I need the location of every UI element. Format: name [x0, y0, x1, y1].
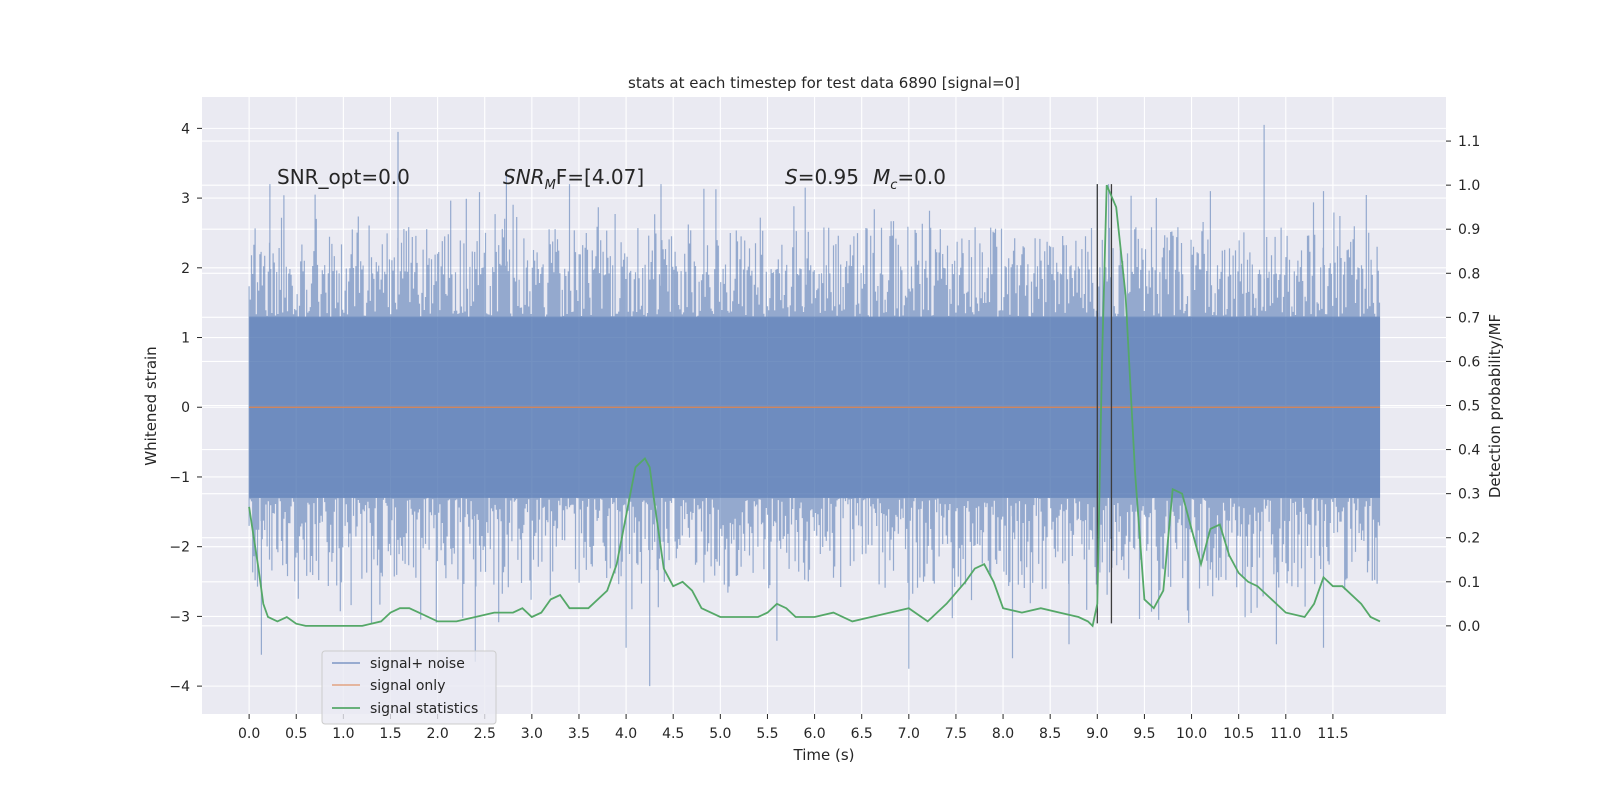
x-tick-label: 0.0 — [238, 726, 260, 742]
y-right-tick-label: 0.7 — [1458, 310, 1480, 326]
x-axis-ticks: 0.0 0.5 1.0 1.5 2.0 2.5 3.0 3.5 4.0 4.5 5.0 5.5 6.0 6… — [238, 714, 1348, 742]
x-tick-label: 9.0 — [1086, 726, 1108, 742]
x-tick-label: 3.5 — [568, 726, 590, 742]
x-tick-label: 10.0 — [1176, 726, 1207, 742]
y-left-tick-label: −3 — [169, 609, 190, 625]
y-axis-right-ticks: 1.1 1.0 0.9 0.8 0.7 0.6 0.5 0.4 0.3 0.2 0.1 0.0 — [1446, 134, 1480, 635]
x-tick-label: 1.0 — [332, 726, 354, 742]
y-left-tick-label: 1 — [181, 331, 190, 347]
y-right-tick-label: 1.0 — [1458, 178, 1480, 194]
mc-sub: c — [890, 178, 897, 193]
s-label: S — [785, 165, 798, 189]
annotation-s-mc: S=0.95 Mc=0.0 — [785, 165, 946, 193]
x-tick-label: 5.5 — [756, 726, 778, 742]
mc-label: M — [873, 165, 890, 189]
y-left-tick-label: 2 — [181, 261, 190, 277]
y-left-tick-label: 4 — [181, 121, 190, 137]
x-tick-label: 2.5 — [474, 726, 496, 742]
y-axis-right-label: Detection probability/MF — [1486, 314, 1504, 498]
y-right-tick-label: 0.2 — [1458, 531, 1480, 547]
x-tick-label: 0.5 — [285, 726, 307, 742]
y-right-tick-label: 0.1 — [1458, 575, 1480, 591]
signal-statistics-series — [248, 184, 1381, 628]
s-value: =0.95 — [798, 165, 859, 189]
x-tick-label: 4.0 — [615, 726, 637, 742]
x-tick-label: 8.0 — [992, 726, 1014, 742]
x-tick-label: 11.0 — [1270, 726, 1301, 742]
y-left-tick-label: −4 — [169, 679, 190, 695]
snr-mf-main: SNR — [503, 165, 545, 189]
annotation-snr-mf: SNRMF=[4.07] — [503, 165, 644, 193]
noise-strokes — [248, 124, 1381, 687]
y-right-tick-label: 0.6 — [1458, 354, 1480, 370]
x-tick-label: 3.0 — [521, 726, 543, 742]
x-tick-label: 6.0 — [803, 726, 825, 742]
x-tick-label: 11.5 — [1317, 726, 1348, 742]
annotation-snr-opt: SNR_opt=0.0 — [277, 165, 410, 189]
y-right-tick-label: 0.4 — [1458, 443, 1480, 459]
y-left-tick-label: 0 — [181, 400, 190, 416]
y-axis-left-label: Whitened strain — [142, 346, 160, 465]
x-axis-label: Time (s) — [793, 746, 855, 764]
y-axis-left-ticks: 4 3 2 1 0 −1 −2 −3 −4 — [169, 121, 202, 695]
y-right-tick-label: 0.5 — [1458, 399, 1480, 415]
y-right-tick-label: 0.0 — [1458, 619, 1480, 635]
x-tick-label: 10.5 — [1223, 726, 1254, 742]
x-tick-label: 9.5 — [1133, 726, 1155, 742]
x-tick-label: 4.5 — [662, 726, 684, 742]
mc-value: =0.0 — [897, 165, 946, 189]
legend-box — [321, 650, 497, 725]
y-right-tick-label: 1.1 — [1458, 134, 1480, 150]
y-right-tick-label: 0.3 — [1458, 487, 1480, 503]
x-tick-label: 1.5 — [379, 726, 401, 742]
legend-label-signal-only: signal only — [370, 678, 445, 694]
y-right-tick-label: 0.9 — [1458, 222, 1480, 238]
y-left-tick-label: −1 — [169, 470, 190, 486]
y-left-tick-label: 3 — [181, 191, 190, 207]
legend-label-noise: signal+ noise — [370, 656, 465, 672]
x-tick-label: 2.0 — [426, 726, 448, 742]
x-tick-label: 5.0 — [709, 726, 731, 742]
x-tick-label: 7.5 — [945, 726, 967, 742]
chart-title: stats at each timestep for test data 689… — [628, 74, 1020, 92]
snr-mf-sub: M — [545, 178, 556, 193]
x-tick-label: 6.5 — [851, 726, 873, 742]
x-tick-label: 7.0 — [898, 726, 920, 742]
y-right-tick-label: 0.8 — [1458, 266, 1480, 282]
x-tick-label: 8.5 — [1039, 726, 1061, 742]
y-left-tick-label: −2 — [169, 540, 190, 556]
snr-mf-rest: F=[4.07] — [556, 165, 644, 189]
legend: signal+ noise signal only signal statist… — [321, 650, 497, 725]
legend-label-statistics: signal statistics — [370, 701, 478, 717]
vertical-markers — [1096, 184, 1113, 624]
